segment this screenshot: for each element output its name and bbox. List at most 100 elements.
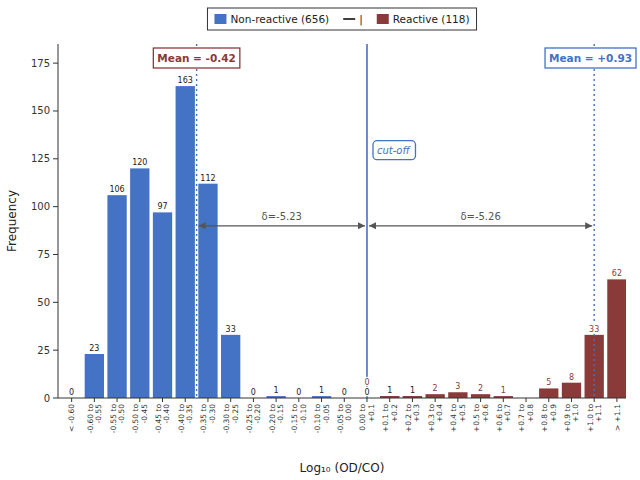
x-tick-label: +0.8 to+0.9 [540,404,558,433]
x-tick-label: +0.4 to+0.5 [449,404,467,433]
reference-line [196,44,197,398]
x-tick [253,398,254,402]
reference-line [593,44,594,398]
y-tick-label: 25 [37,345,50,356]
x-tick [548,398,549,402]
x-axis-line [58,398,626,399]
annotation-lines [197,44,595,398]
x-tick-label: > +1.1 [613,404,622,431]
x-tick-label: +0.1 to+0.2 [381,404,399,433]
data-label: 1 [387,386,392,395]
annotation-label: Mean = -0.42 [153,48,240,68]
annotation-text: cut-off [377,145,411,156]
annotation-box [153,48,240,68]
annotation-box [373,141,415,160]
data-label: 1 [319,386,324,395]
data-label: 106 [109,185,124,194]
x-tick [526,398,527,402]
data-label: 0 [251,388,256,397]
y-tick-label: 50 [37,297,50,308]
data-label: 62 [612,269,622,278]
x-tick [321,398,322,402]
y-tick [53,206,58,207]
legend-text: | [359,13,363,26]
x-tick-label-line: -0.45 [140,404,149,424]
y-tick [53,158,58,159]
x-tick [616,398,617,402]
x-tick-label-line: -0.55 [94,404,103,424]
legend-text: Non-reactive (656) [230,13,329,25]
bar [198,184,217,398]
bar [176,86,195,398]
x-tick [207,398,208,402]
data-label: 0 [296,388,301,397]
annotation-label: Mean = +0.93 [545,48,636,68]
delta-label: δ=-5.23 [262,211,302,222]
legend-swatch [377,14,389,24]
x-tick-label-line: 0.00 [344,404,353,421]
x-tick-label-line: -0.20 [253,404,262,424]
x-tick [480,398,481,402]
x-tick-label-line: +0.9 [549,404,558,422]
data-label: 23 [89,344,99,353]
x-tick [503,398,504,402]
bar [448,392,467,398]
y-tick [53,63,58,64]
y-tick [53,254,58,255]
bars [85,86,626,398]
x-tick-label: +0.2 to+0.3 [404,404,422,433]
annotation-label: cut-off [373,141,415,160]
data-label: 112 [200,174,215,183]
x-tick-label: 0.00 to+0.1 [358,404,376,431]
x-tick-label-line: -0.15 [276,404,285,424]
x-tick-label: +0.3 to+0.4 [427,404,445,433]
bar [85,354,104,398]
data-label: 163 [178,76,193,85]
bar [221,335,240,398]
bar [562,383,581,398]
y-tick [53,398,58,399]
bar [471,394,490,398]
x-tick [276,398,277,402]
y-axis-line [58,44,59,398]
x-tick-label: -0.40 to-0.35 [177,404,195,434]
chart: 0255075100125150175< -0.60-0.60 to-0.55-… [0,0,640,480]
x-tick [298,398,299,402]
bar [153,212,172,398]
data-label: 0 [364,388,369,397]
x-tick [117,398,118,402]
delta-arrow [199,225,365,226]
x-tick [139,398,140,402]
x-tick-label-line: +1.1 [594,404,603,422]
x-tick [344,398,345,402]
x-tick-label: -0.50 to-0.45 [131,404,149,434]
y-tick-label: 0 [44,393,50,404]
y-tick-label: 150 [31,105,50,116]
y-tick [53,302,58,303]
data-label: 0 [342,388,347,397]
y-tick-label: 75 [37,249,50,260]
reference-line [366,44,368,398]
delta-label: δ=-5.26 [460,211,500,222]
bar [425,394,444,398]
x-tick-label-line: -0.05 [322,404,331,424]
data-label: 1 [410,386,415,395]
x-tick-label: -0.10 to-0.05 [313,404,331,434]
data-label: 3 [455,382,460,391]
x-tick-label-line: -0.10 [299,404,308,424]
x-tick-label: +0.6 to+0.7 [495,404,513,433]
data-label: 1 [274,386,279,395]
x-tick-label: -0.30 to-0.25 [222,404,240,434]
x-tick-label: -0.05 to0.00 [336,404,354,434]
x-tick-label-line: -0.35 [185,404,194,424]
x-tick-label: -0.25 to-0.20 [245,404,263,434]
legend: Non-reactive (656)|Reactive (118) [207,8,476,30]
x-tick-label-line: +0.1 [367,404,376,422]
x-tick-label-line: +0.2 [390,404,399,422]
x-tick [366,398,367,402]
x-tick-label-line: -0.40 [162,404,171,424]
data-label: 120 [132,158,147,167]
x-tick-label-line: -0.50 [117,404,126,424]
x-tick-label-line: < -0.60 [67,404,76,432]
data-label: 2 [433,384,438,393]
